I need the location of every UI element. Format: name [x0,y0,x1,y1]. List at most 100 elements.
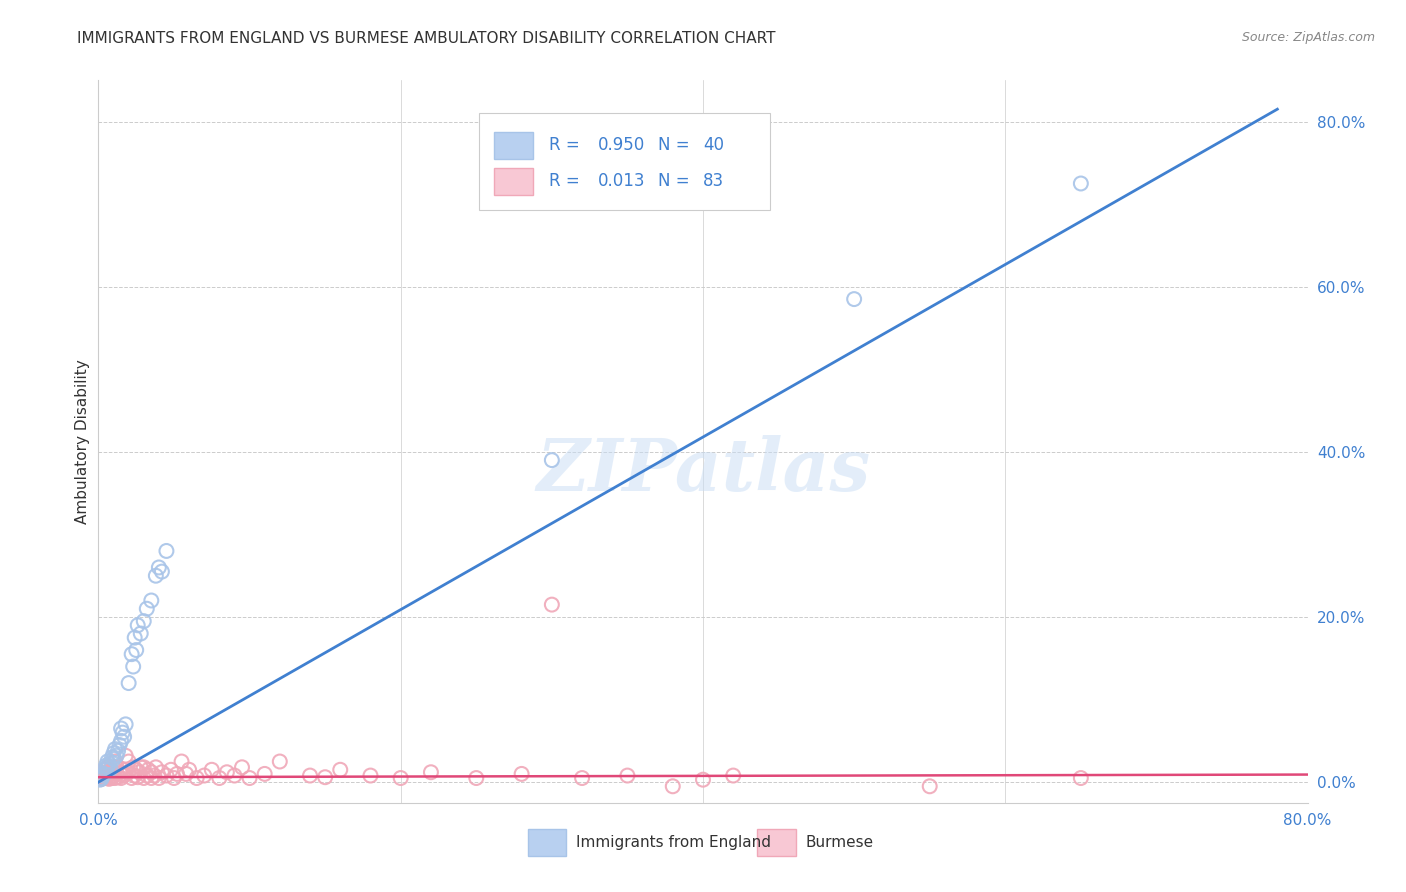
Point [98,756,121,771]
Point [100,763,122,777]
Point [105,760,128,774]
Point [174,767,197,781]
Point [540,598,562,612]
Point [110,771,132,785]
Point [132,760,155,774]
Point [150,565,173,579]
Point [89,772,111,787]
Point [571,771,593,785]
Text: 83: 83 [703,172,724,190]
Point [160,763,183,777]
Point [215,765,238,780]
Point [420,765,443,780]
Point [616,768,638,782]
Point [465,771,488,785]
Point [141,765,163,780]
Point [166,767,188,781]
Point [510,767,533,781]
Text: 0.013: 0.013 [598,172,645,190]
Point [98,772,121,786]
Point [1070,177,1092,191]
Point [104,742,127,756]
Point [96,768,118,782]
Point [93,769,115,783]
Text: R =: R = [550,172,585,190]
Point [150,765,173,780]
Point [108,738,131,752]
Text: Immigrants from England: Immigrants from England [576,835,770,850]
Text: IMMIGRANTS FROM ENGLAND VS BURMESE AMBULATORY DISABILITY CORRELATION CHART: IMMIGRANTS FROM ENGLAND VS BURMESE AMBUL… [77,31,776,46]
Point [94,758,117,772]
Point [100,762,122,776]
Point [201,763,224,777]
Point [112,768,135,782]
Point [163,771,186,785]
Point [103,752,125,766]
Point [110,722,132,736]
Point [110,762,132,776]
Point [121,771,143,785]
Point [692,772,714,787]
Point [145,760,167,774]
Point [114,763,136,777]
Point [114,748,136,763]
Point [94,765,117,780]
Bar [494,168,533,195]
Bar [758,829,796,856]
Text: N =: N = [658,172,695,190]
Text: 40: 40 [703,136,724,154]
Text: R =: R = [550,136,585,154]
Point [118,755,141,769]
Point [299,768,322,782]
Point [89,771,111,785]
Point [111,767,134,781]
Point [208,771,231,785]
Point [170,755,193,769]
Point [224,768,246,782]
Point [918,779,941,793]
Point [114,717,136,731]
Point [389,771,412,785]
Point [239,771,262,785]
Point [314,770,336,784]
Point [155,768,177,782]
Point [118,765,141,780]
Point [94,763,117,777]
Point [90,772,112,786]
Point [96,760,118,774]
Point [329,763,352,777]
Point [186,771,208,785]
Point [107,770,129,784]
Point [540,453,562,467]
Text: Source: ZipAtlas.com: Source: ZipAtlas.com [1241,31,1375,45]
Point [129,626,152,640]
Point [179,763,201,777]
Bar [527,829,567,856]
Point [105,748,128,763]
Point [125,643,148,657]
Point [112,730,135,744]
Y-axis label: Ambulatory Disability: Ambulatory Disability [75,359,90,524]
Point [145,568,167,582]
Text: Burmese: Burmese [806,835,875,850]
Point [269,755,291,769]
Point [129,760,152,774]
Text: 0.950: 0.950 [598,136,645,154]
Point [124,768,146,782]
Point [127,770,149,784]
Point [135,601,157,615]
Point [104,755,127,769]
Point [141,771,163,785]
Point [132,614,155,628]
Point [90,768,112,782]
Point [93,763,115,777]
Point [108,765,131,780]
Point [103,768,125,782]
Point [96,760,118,774]
Point [136,763,159,777]
Point [96,755,118,769]
Point [103,746,125,760]
Point [105,767,128,781]
Point [90,771,112,785]
Point [253,767,276,781]
